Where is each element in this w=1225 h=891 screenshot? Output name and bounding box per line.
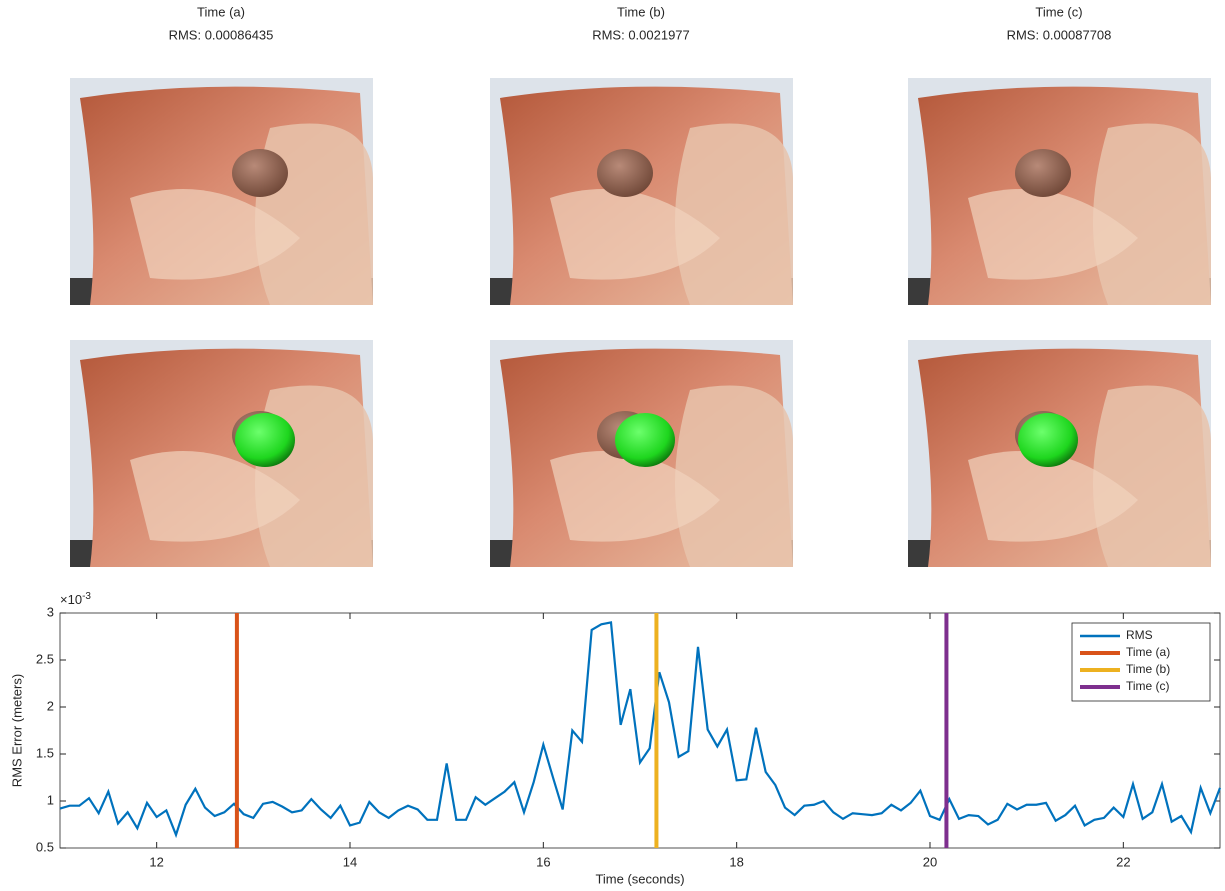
- panel-rms: RMS: 0.0021977: [592, 27, 690, 42]
- registered-model: [235, 413, 295, 467]
- registered-model: [1018, 413, 1078, 467]
- y-tick-label: 1: [47, 792, 54, 807]
- y-tick-label: 2.5: [36, 651, 54, 666]
- tumor: [597, 149, 653, 197]
- plot-area: [59, 612, 1221, 849]
- camera-image: [70, 78, 373, 305]
- overlay-image: [908, 340, 1211, 567]
- legend-label: Time (c): [1126, 679, 1170, 693]
- x-tick-label: 14: [343, 854, 357, 869]
- panel-rms: RMS: 0.00086435: [169, 27, 274, 42]
- panel-title: Time (c): [1035, 4, 1082, 19]
- x-tick-label: 16: [536, 854, 550, 869]
- photo: [70, 78, 373, 305]
- x-axis-label: Time (seconds): [595, 871, 684, 886]
- x-tick-label: 22: [1116, 854, 1130, 869]
- x-tick-label: 20: [923, 854, 937, 869]
- legend-label: Time (b): [1126, 662, 1170, 676]
- panel-title: Time (a): [197, 4, 245, 19]
- x-tick-label: 12: [149, 854, 163, 869]
- camera-image: [908, 78, 1211, 305]
- tumor: [232, 149, 288, 197]
- photo: [70, 340, 373, 567]
- tumor: [1015, 149, 1071, 197]
- y-tick-label: 2: [47, 698, 54, 713]
- rms-line: [59, 621, 1222, 839]
- legend-label: Time (a): [1126, 645, 1170, 659]
- x-tick-label: 18: [729, 854, 743, 869]
- y-tick-label: 1.5: [36, 745, 54, 760]
- overlay-image: [490, 340, 793, 567]
- panel-title: Time (b): [617, 4, 665, 19]
- multiplier-base: ×10: [60, 592, 82, 607]
- multiplier-exponent: -3: [82, 591, 91, 602]
- panel-rms: RMS: 0.00087708: [1007, 27, 1112, 42]
- y-axis-label: RMS Error (meters): [9, 674, 24, 787]
- legend-label: RMS: [1126, 628, 1153, 642]
- overlay-image: [70, 340, 373, 567]
- registered-model: [615, 413, 675, 467]
- y-multiplier: ×10-3: [60, 591, 91, 608]
- y-tick-label: 3: [47, 604, 54, 619]
- y-tick-label: 0.5: [36, 839, 54, 854]
- camera-image: [490, 78, 793, 305]
